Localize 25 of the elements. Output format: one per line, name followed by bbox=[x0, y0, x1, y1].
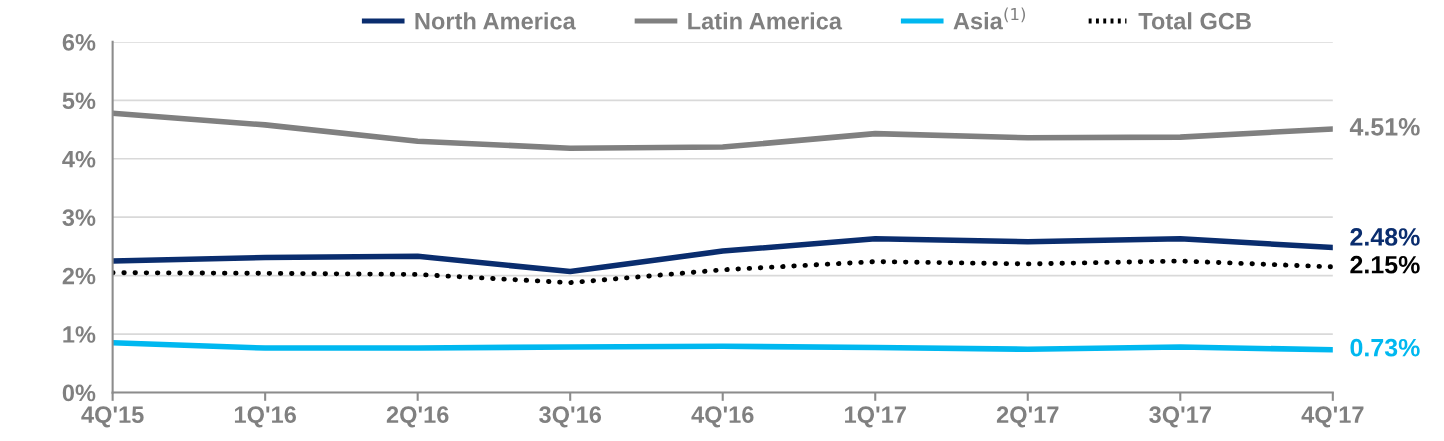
y-tick-label: 4% bbox=[62, 150, 96, 168]
x-tick-label: 4Q'15 bbox=[81, 406, 144, 428]
data-label: 4.51% bbox=[1349, 118, 1420, 136]
x-tick-label: 4Q'16 bbox=[691, 406, 754, 428]
y-tick-label: 6% bbox=[62, 33, 96, 51]
x-tick-label: 3Q'17 bbox=[1149, 406, 1211, 428]
y-tick-label: 5% bbox=[62, 92, 96, 110]
legend-label: North America bbox=[415, 12, 576, 30]
legend-label: Latin America bbox=[688, 12, 843, 30]
data-label: 2.48% bbox=[1350, 228, 1420, 246]
x-tick-label: 1Q'17 bbox=[845, 406, 906, 428]
y-tick-label: 1% bbox=[63, 326, 96, 343]
legend-label: Total GCB bbox=[1138, 12, 1251, 30]
y-tick-label: 0% bbox=[62, 384, 96, 402]
x-tick-label: 4Q'17 bbox=[1301, 406, 1364, 428]
x-tick-label: 3Q'16 bbox=[539, 406, 602, 428]
y-tick-label: 3% bbox=[62, 209, 96, 227]
x-tick-label: 2Q'17 bbox=[996, 406, 1059, 428]
data-label: 2.15% bbox=[1350, 255, 1420, 274]
y-tick-label: 2% bbox=[62, 267, 96, 285]
legend-label: Asia$^{(1)}$ bbox=[953, 7, 1026, 30]
x-tick-label: 2Q'16 bbox=[386, 406, 449, 428]
data-label: 0.73% bbox=[1350, 338, 1420, 357]
x-tick-label: 1Q'16 bbox=[234, 406, 296, 428]
line-series bbox=[112, 258, 1333, 286]
